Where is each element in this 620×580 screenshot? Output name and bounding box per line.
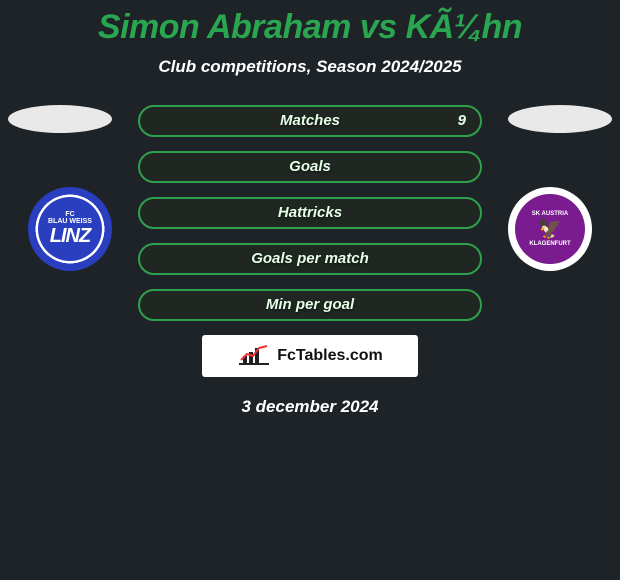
stat-row: Goals — [138, 151, 482, 183]
stat-row: Min per goal — [138, 289, 482, 321]
bars-icon — [237, 344, 271, 368]
player-photo-left — [8, 105, 112, 133]
club-left-line3: LINZ — [50, 226, 90, 247]
stat-label: Goals per match — [140, 250, 480, 267]
stat-label: Goals — [140, 158, 480, 175]
club-left-line1: FC — [65, 211, 74, 218]
stat-label: Min per goal — [140, 296, 480, 313]
stat-label: Matches — [140, 112, 480, 129]
brand-text: FcTables.com — [277, 347, 383, 365]
page-title: Simon Abraham vs KÃ¼hn — [0, 0, 620, 47]
stat-value-right: 9 — [458, 112, 466, 129]
club-right-line1: SK AUSTRIA — [532, 211, 568, 217]
stat-row: Hattricks — [138, 197, 482, 229]
player-photo-right — [508, 105, 612, 133]
club-badge-right: SK AUSTRIA 🦅 KLAGENFURT — [508, 187, 592, 271]
club-left-line2: BLAU WEISS — [48, 218, 92, 225]
club-badge-left: FC BLAU WEISS LINZ — [28, 187, 112, 271]
stat-row: Goals per match — [138, 243, 482, 275]
snapshot-date: 3 december 2024 — [0, 397, 620, 417]
stat-row: Matches9 — [138, 105, 482, 137]
club-right-line2: KLAGENFURT — [529, 241, 570, 247]
stat-label: Hattricks — [140, 204, 480, 221]
eagle-icon: 🦅 — [538, 219, 563, 239]
brand-badge: FcTables.com — [202, 335, 418, 377]
page-subtitle: Club competitions, Season 2024/2025 — [0, 57, 620, 77]
